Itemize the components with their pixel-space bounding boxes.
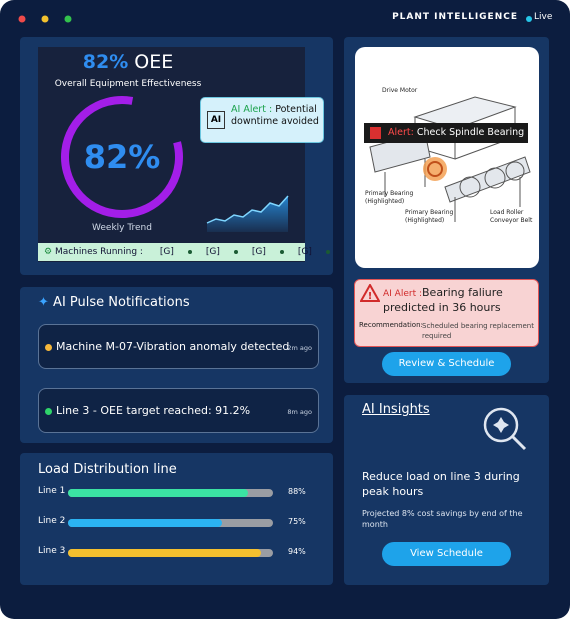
trend-line (206, 195, 289, 224)
notification-card: Machine M-07-Vibration anomaly detected 2… (38, 324, 319, 369)
machine-status: [G] (205, 247, 220, 257)
oee-alert: AI AI Alert : Potential downtime avoided (200, 97, 324, 143)
review-button[interactable]: Review & Schedule (382, 352, 511, 376)
oee-alert-text: AI Alert : Potential downtime avoided (231, 104, 321, 128)
oee-panel: 82% OEE Overall Equipment Effectiveness … (20, 37, 333, 275)
alert-prefix: AI Alert : (231, 104, 273, 115)
gear-icon: ⚙ (44, 247, 53, 257)
machine-dot (187, 249, 192, 254)
ring-arc (61, 96, 183, 218)
rec-label: Recommendation: (359, 321, 423, 329)
overlay-alert: Alert: Check Spindle Bearing (388, 127, 524, 138)
oee-subtitle: Overall Equipment Effectiveness (54, 79, 202, 89)
line-label: Line 2 (38, 516, 66, 526)
svg-text:!: ! (368, 291, 373, 302)
ai-icon: AI (207, 111, 225, 129)
bearing-alert-body: Bearing faliure predicted in 36 hours (383, 286, 503, 314)
view-button[interactable]: View Schedule (382, 542, 511, 566)
notification-text: Line 3 - OEE target reached: 91.2% (56, 404, 251, 417)
oee-unit: OEE (134, 51, 174, 73)
line-label: Line 3 (38, 546, 66, 556)
status: Live (534, 12, 553, 22)
notifications-title-text: AI Pulse Notifications (53, 295, 190, 310)
bar-fill (68, 489, 249, 497)
rec-text: Scheduled bearing replacement required (422, 322, 534, 340)
line-label: Line 1 (38, 486, 66, 496)
machines-strip: ⚙ Machines Running : [G] [G] [G] [G] (38, 243, 330, 261)
bar-label: 75% (288, 517, 306, 526)
window-controls (18, 15, 532, 23)
machine-status: [G] (251, 247, 266, 257)
machine-status: [G] (297, 247, 312, 257)
insights-icon (483, 407, 527, 451)
ring-label: 82% (84, 138, 161, 176)
bearing-alert-text: AI Alert :Bearing faliure predicted in 3… (383, 286, 535, 315)
notifications-title: ✦ AI Pulse Notifications (38, 295, 190, 310)
machine-panel: Drive Motor Primary Bearing (Highlighted… (344, 37, 549, 383)
bearing-alert-prefix: AI Alert : (383, 289, 422, 299)
bar-label: 94% (288, 547, 306, 556)
insights-text: Reduce load on line 3 during peak hours (362, 470, 520, 498)
notification-card: Line 3 - OEE target reached: 91.2% 8m ago (38, 388, 319, 433)
app-title: PLANT INTELLIGENCE (392, 12, 518, 22)
oee-ring: 82% (61, 96, 183, 218)
label-bearing: Primary Bearing (Highlighted) (365, 190, 414, 205)
bar-fill (68, 549, 261, 557)
notification-time: 2m ago (287, 344, 312, 352)
notifications-panel: ✦ AI Pulse Notifications Machine M-07-Vi… (20, 287, 333, 443)
machine-dot (233, 249, 238, 254)
machine-dot (325, 249, 330, 254)
warning-icon: ! (360, 284, 380, 302)
overlay-text: Check Spindle Bearing (416, 127, 525, 138)
insights-subtext: Projected 8% cost savings by end of the … (362, 509, 523, 529)
insights-panel: AI Insights Reduce load on line 3 during… (344, 395, 549, 585)
bar-fill (68, 519, 222, 527)
notification-text: Machine M-07-Vibration anomaly detected (56, 340, 290, 353)
label-motor: Drive Motor (382, 87, 418, 94)
conveyor-diagram (364, 96, 531, 222)
overlay-prefix: Alert: (388, 127, 414, 138)
trend-label: Weekly Trend (92, 223, 152, 233)
notification-time: 8m ago (287, 408, 312, 416)
load-title: Load Distribution line (38, 462, 177, 477)
oee-value: 82% (82, 51, 129, 73)
status-dot (45, 408, 52, 415)
load-panel: Load Distribution line Line 1 88% Line 2 75… (20, 453, 333, 585)
label-roller: Load Roller Conveyor Belt (490, 209, 533, 224)
alert-text: Potential downtime avoided (231, 104, 319, 127)
oee-title: 82% OEE (38, 51, 218, 73)
machine-status: [G] (159, 247, 174, 257)
machine-dot (279, 249, 284, 254)
label-bearing: Primary Bearing (Highlighted) (405, 209, 454, 224)
machine-image: Drive Motor Primary Bearing (Highlighted… (355, 47, 539, 268)
trend-chart (206, 195, 289, 232)
status-dot (45, 344, 52, 351)
bar-label: 88% (288, 487, 306, 496)
bearing-alert: ! AI Alert :Bearing faliure predicted in… (354, 279, 539, 347)
insights-title: AI Insights (362, 402, 430, 417)
machines-label: Machines Running : (54, 247, 143, 257)
